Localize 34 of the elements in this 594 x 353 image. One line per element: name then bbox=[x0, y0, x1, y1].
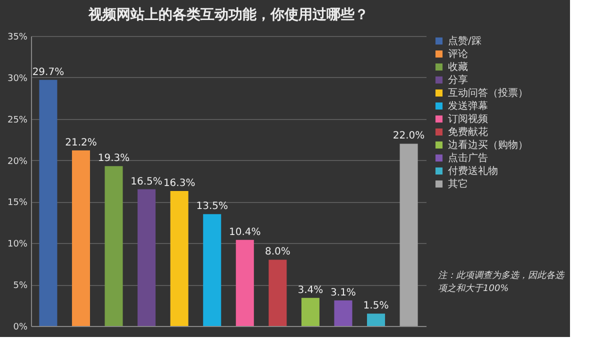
y-tick-label: 5% bbox=[13, 281, 28, 292]
legend-label: 收藏 bbox=[448, 61, 468, 73]
data-label: 3.1% bbox=[330, 287, 356, 298]
legend-label: 分享 bbox=[448, 74, 468, 86]
text: 注：此项调查为多选，因此各选项之和大于100% bbox=[438, 270, 565, 294]
data-label: 22.0% bbox=[392, 130, 425, 142]
y-tick-label: 35% bbox=[7, 32, 28, 42]
legend-label: 互动问答（投票） bbox=[448, 87, 528, 99]
legend-label: 订阅视频 bbox=[448, 113, 488, 125]
y-tick-label: 20% bbox=[7, 156, 28, 167]
legend-label: 免费献花 bbox=[448, 126, 488, 138]
data-label: 19.3% bbox=[98, 153, 130, 164]
y-tick-label: 30% bbox=[7, 74, 28, 84]
legend-label: 评论 bbox=[448, 48, 468, 60]
data-label: 8.0% bbox=[264, 246, 290, 258]
legend-label: 点击广告 bbox=[448, 152, 488, 164]
data-label: 1.5% bbox=[363, 300, 389, 312]
data-label: 29.7% bbox=[32, 66, 64, 78]
legend-label: 点赞/踩 bbox=[448, 35, 482, 47]
legend-label: 边看边买（购物） bbox=[448, 139, 528, 151]
data-label: 3.4% bbox=[298, 284, 324, 296]
legend-label: 付费送礼物 bbox=[448, 165, 498, 177]
data-label: 10.4% bbox=[229, 226, 261, 238]
y-tick-label: 25% bbox=[7, 115, 28, 126]
y-tick-label: 0% bbox=[13, 322, 28, 332]
y-tick-label: 10% bbox=[7, 240, 28, 250]
data-label: 13.5% bbox=[196, 201, 228, 212]
data-label: 16.3% bbox=[163, 178, 196, 189]
chart-title: 视频网站上的各类互动功能，你使用过哪些？ bbox=[88, 6, 368, 23]
legend-label: 发送弹幕 bbox=[448, 100, 488, 112]
data-label: 21.2% bbox=[65, 137, 97, 148]
y-tick-label: 15% bbox=[7, 198, 28, 208]
legend-label: 其它 bbox=[448, 178, 468, 190]
data-label: 16.5% bbox=[130, 176, 162, 188]
